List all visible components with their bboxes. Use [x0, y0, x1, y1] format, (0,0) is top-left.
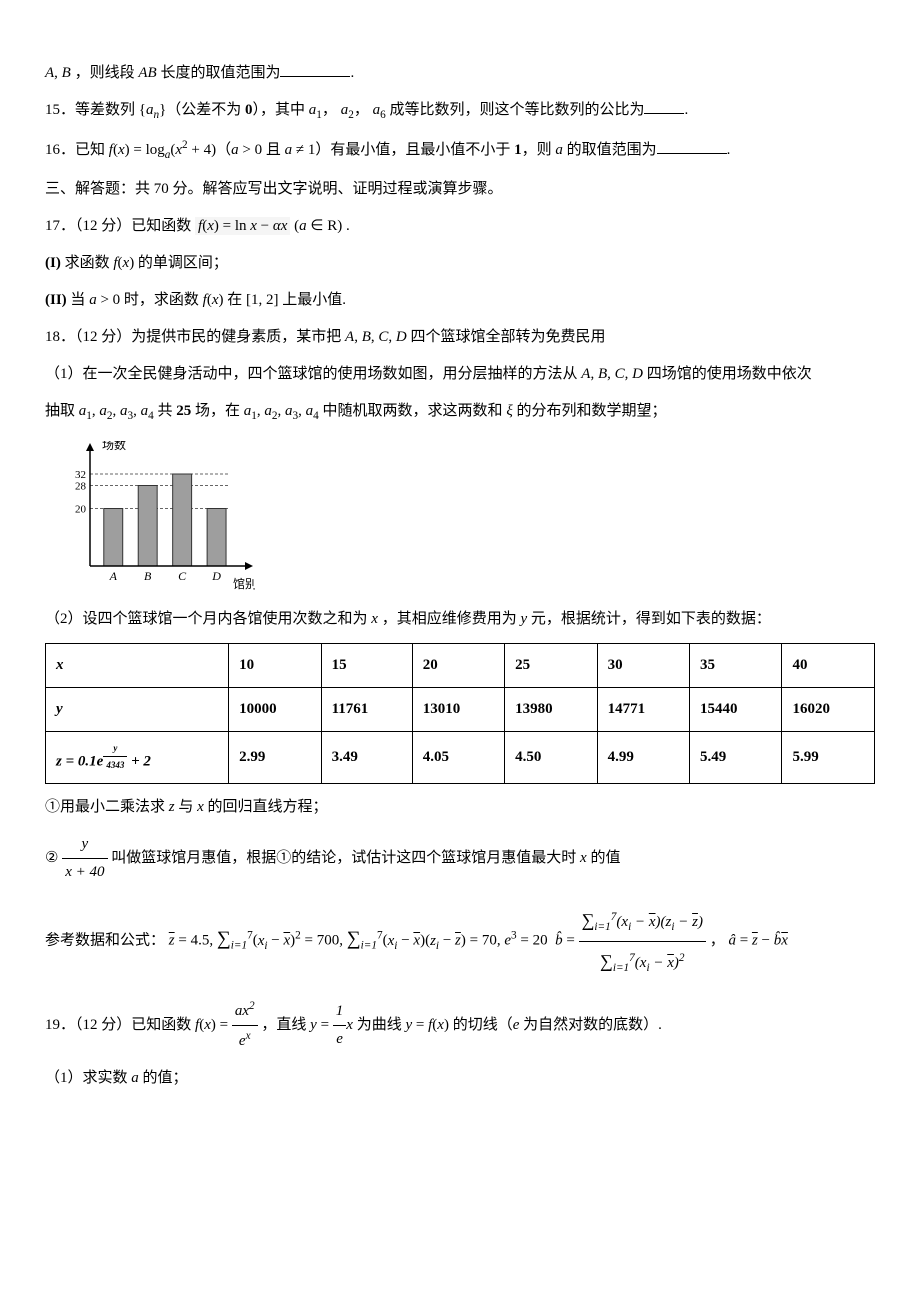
q14-tail: A, B ，则线段 AB 长度的取值范围为.: [45, 60, 875, 87]
table-row: z = 0.1ey4343 + 22.993.494.054.504.995.4…: [46, 731, 875, 783]
q15: 15．等差数列 {an}（公差不为 0），其中 a1， a2， a6 成等比数列…: [45, 97, 875, 125]
svg-text:B: B: [144, 569, 152, 583]
q18-part1b: 抽取 a1, a2, a3, a4 共 25 场，在 a1, a2, a3, a…: [45, 398, 875, 426]
q18-part1a: （1）在一次全民健身活动中，四个篮球馆的使用场数如图，用分层抽样的方法从 A, …: [45, 361, 875, 388]
q19-part1: （1）求实数 a 的值；: [45, 1065, 875, 1092]
svg-text:D: D: [211, 569, 221, 583]
usage-bar-chart: 20 2832 A B C D 场数馆别: [55, 441, 255, 591]
table-row: x10152025303540: [46, 643, 875, 687]
section3-heading: 三、解答题：共 70 分。解答应写出文字说明、证明过程或演算步骤。: [45, 176, 875, 203]
svg-text:28: 28: [75, 480, 87, 492]
svg-text:馆别: 馆别: [233, 576, 255, 591]
data-table: x10152025303540y100001176113010139801477…: [45, 643, 875, 784]
q18-head: 18．（12 分）为提供市民的健身素质，某市把 A, B, C, D 四个篮球馆…: [45, 324, 875, 351]
svg-text:A: A: [109, 569, 118, 583]
q17-head: 17．（12 分）已知函数 f(x) = ln x − αx (a ∈ R) .: [45, 213, 875, 240]
q16: 16．已知 f(x) = loga(x2 + 4)（a > 0 且 a ≠ 1）…: [45, 135, 875, 165]
svg-text:20: 20: [75, 503, 87, 515]
q18-part2a: ①用最小二乘法求 z 与 x 的回归直线方程；: [45, 794, 875, 821]
q18-part2b: ② yx + 40 叫做篮球馆月惠值，根据①的结论，试估计这四个篮球馆月惠值最大…: [45, 831, 875, 886]
svg-text:C: C: [178, 569, 187, 583]
q18-part2: （2）设四个篮球馆一个月内各馆使用次数之和为 x ，其相应维修费用为 y 元，根…: [45, 606, 875, 633]
q17-part1: (I) 求函数 f(x) 的单调区间；: [45, 250, 875, 277]
q19-head: 19．（12 分）已知函数 f(x) = ax2ex ，直线 y = 1ex 为…: [45, 996, 875, 1055]
q18-reference: 参考数据和公式： z = 4.5, ∑i=17(xi − x)2 = 700, …: [45, 901, 875, 981]
svg-text:32: 32: [75, 469, 86, 481]
table-row: y10000117611301013980147711544016020: [46, 687, 875, 731]
q17-part2: (II) 当 a > 0 时，求函数 f(x) 在 [1, 2] 上最小值.: [45, 287, 875, 314]
svg-text:场数: 场数: [102, 441, 126, 452]
